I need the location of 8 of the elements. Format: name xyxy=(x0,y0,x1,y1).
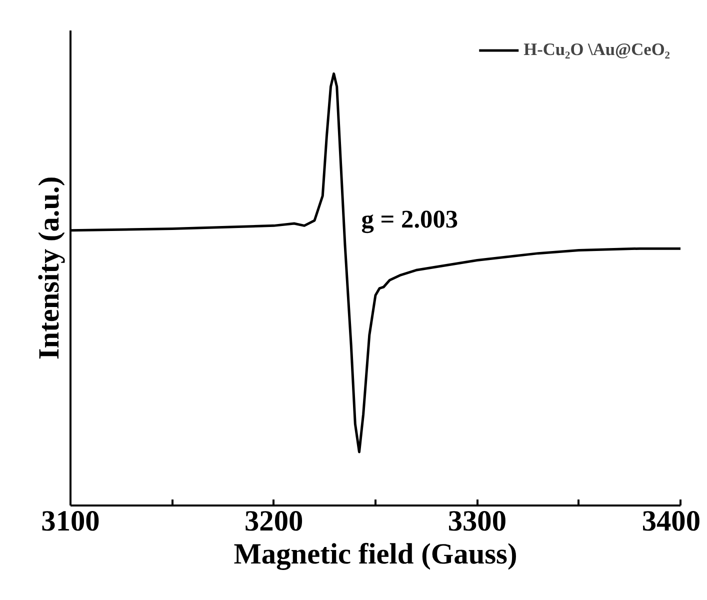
annotation: g = 2.003 xyxy=(361,205,458,234)
y-axis-title: Intensity (a.u.) xyxy=(34,176,66,360)
x-axis-title: Magnetic field (Gauss) xyxy=(234,538,518,570)
x-tick-label: 3300 xyxy=(448,506,506,538)
x-tick-label: 3400 xyxy=(642,506,700,538)
x-tick-label: 3100 xyxy=(41,506,100,538)
x-tick-label: 3200 xyxy=(244,506,304,538)
legend-label: H-Cu₂O \Au@CeO₂ xyxy=(524,40,670,60)
